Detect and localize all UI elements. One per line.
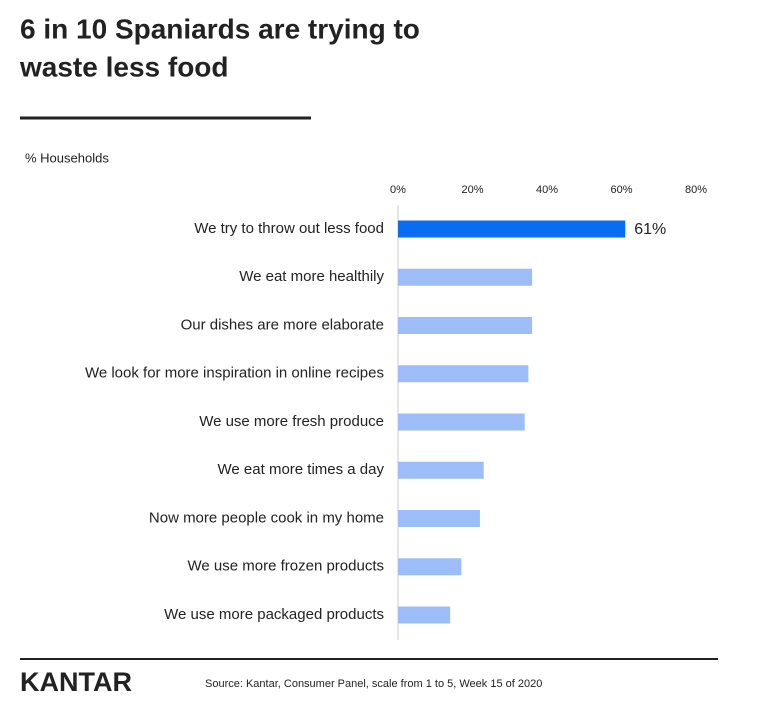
bar: [398, 510, 480, 527]
value-label: 61%: [634, 221, 666, 238]
bar: [398, 413, 525, 431]
x-tick-label: 60%: [610, 184, 632, 196]
chart-title: waste less food: [19, 51, 229, 82]
y-tick-label: Now more people cook in my home: [149, 509, 384, 526]
x-tick-label: 80%: [685, 184, 707, 196]
bar: [398, 365, 529, 383]
bar: [398, 558, 462, 576]
bar: [398, 461, 484, 479]
y-tick-label: Our dishes are more elaborate: [181, 316, 384, 333]
bar: [398, 268, 533, 286]
y-tick-label: We use more fresh produce: [199, 413, 384, 430]
y-tick-label: We use more packaged products: [164, 606, 384, 623]
y-tick-label: We use more frozen products: [188, 558, 384, 575]
x-tick-label: 0%: [390, 184, 406, 196]
bar: [398, 317, 533, 334]
bar: [398, 220, 626, 238]
y-tick-label: We try to throw out less food: [194, 220, 384, 237]
source-note: Source: Kantar, Consumer Panel, scale fr…: [205, 678, 542, 690]
subtitle: % Households: [25, 150, 109, 165]
y-tick-label: We look for more inspiration in online r…: [85, 365, 384, 382]
chart-title: 6 in 10 Spaniards are trying to: [20, 13, 420, 44]
bar: [398, 606, 451, 624]
x-tick-label: 40%: [536, 184, 558, 196]
y-tick-label: We eat more healthily: [239, 268, 384, 285]
brand-logo: KANTAR: [20, 667, 132, 697]
y-tick-label: We eat more times a day: [218, 461, 385, 478]
x-tick-label: 20%: [461, 184, 483, 196]
